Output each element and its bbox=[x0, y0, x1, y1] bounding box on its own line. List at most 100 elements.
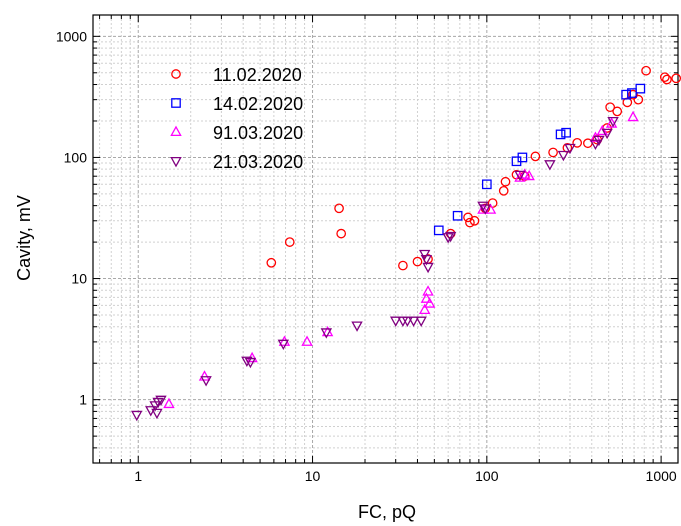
x-tick-label: 10 bbox=[305, 468, 321, 484]
data-point-series-3 bbox=[163, 397, 175, 409]
data-point-series-4 bbox=[420, 255, 433, 266]
data-point-series-3 bbox=[477, 203, 489, 214]
data-point-series-1 bbox=[266, 257, 277, 268]
data-point-series-4 bbox=[407, 316, 420, 327]
data-point-series-4 bbox=[418, 249, 431, 261]
legend: 11.02.2020 14.02.2020 91.03.2020 21.03.2020 bbox=[170, 65, 303, 172]
legend-entry: 14.02.2020 bbox=[171, 94, 303, 114]
data-point-series-4 bbox=[277, 339, 290, 351]
data-point-series-1 bbox=[612, 106, 623, 117]
data-point-series-4 bbox=[544, 160, 556, 171]
axis-ticks bbox=[93, 15, 678, 464]
data-point-series-3 bbox=[198, 370, 211, 381]
legend-label: 11.02.2020 bbox=[213, 65, 302, 85]
data-point-series-4 bbox=[401, 316, 414, 327]
data-point-series-1 bbox=[671, 73, 681, 84]
data-point-series-4 bbox=[557, 150, 570, 162]
data-point-series-3 bbox=[420, 292, 433, 303]
data-point-series-4 bbox=[477, 201, 489, 213]
data-point-series-4 bbox=[601, 128, 613, 140]
data-point-series-1 bbox=[469, 215, 480, 226]
plot-frame bbox=[92, 14, 679, 464]
data-point-series-4 bbox=[415, 316, 427, 327]
plot-area-border bbox=[92, 14, 679, 464]
series-3 bbox=[163, 110, 639, 409]
y-tick-label: 10 bbox=[71, 271, 87, 287]
data-point-series-1 bbox=[659, 72, 670, 83]
data-point-series-1 bbox=[662, 74, 672, 85]
y-axis-tick-labels: 1 10 100 1000 bbox=[56, 28, 87, 407]
series-2 bbox=[433, 83, 646, 236]
x-tick-label: 100 bbox=[475, 468, 499, 484]
data-point-series-2 bbox=[635, 83, 646, 94]
legend-entry: 11.02.2020 bbox=[171, 65, 302, 85]
data-point-series-3 bbox=[423, 297, 436, 308]
y-tick-label: 1 bbox=[79, 392, 87, 408]
grid bbox=[93, 15, 678, 464]
data-point-series-4 bbox=[200, 376, 212, 387]
legend-marker bbox=[171, 98, 181, 108]
data-point-series-3 bbox=[596, 124, 609, 136]
data-point-series-3 bbox=[627, 110, 639, 122]
legend-marker bbox=[170, 125, 182, 137]
data-point-series-4 bbox=[155, 395, 167, 407]
data-point-series-3 bbox=[301, 335, 313, 346]
data-point-series-3 bbox=[418, 303, 431, 315]
data-point-series-1 bbox=[284, 237, 295, 247]
data-point-series-4 bbox=[442, 233, 454, 244]
data-point-series-2 bbox=[555, 129, 566, 140]
legend-marker bbox=[171, 69, 181, 79]
data-point-series-2 bbox=[561, 127, 571, 138]
data-point-series-1 bbox=[572, 137, 583, 148]
data-point-series-2 bbox=[452, 210, 463, 221]
legend-entry: 21.03.2020 bbox=[170, 152, 303, 172]
y-tick-label: 100 bbox=[64, 149, 88, 165]
data-point-series-4 bbox=[131, 410, 143, 422]
data-point-series-3 bbox=[278, 335, 291, 346]
data-point-series-2 bbox=[433, 225, 444, 236]
data-point-series-4 bbox=[607, 116, 619, 128]
data-point-series-3 bbox=[523, 169, 535, 181]
data-point-series-4 bbox=[244, 357, 257, 369]
data-point-series-1 bbox=[605, 102, 615, 113]
data-point-series-4 bbox=[444, 231, 457, 243]
legend-label: 91.03.2020 bbox=[213, 123, 303, 143]
data-point-series-1 bbox=[334, 203, 344, 214]
data-point-series-4 bbox=[514, 170, 526, 182]
data-point-series-3 bbox=[589, 131, 602, 142]
data-point-series-4 bbox=[389, 316, 402, 327]
data-point-series-3 bbox=[605, 117, 618, 128]
data-point-series-1 bbox=[500, 176, 511, 187]
data-point-series-2 bbox=[517, 152, 528, 163]
x-axis-tick-labels: 1 10 100 1000 bbox=[134, 468, 677, 484]
data-point-series-4 bbox=[351, 321, 363, 332]
data-point-series-1 bbox=[412, 256, 423, 267]
data-point-series-1 bbox=[633, 94, 644, 105]
data-point-series-1 bbox=[548, 147, 558, 158]
data-point-series-1 bbox=[465, 217, 475, 228]
data-point-series-4 bbox=[479, 204, 492, 215]
data-point-series-1 bbox=[641, 65, 651, 76]
data-point-series-2 bbox=[481, 179, 492, 190]
data-points bbox=[131, 65, 681, 422]
data-point-series-4 bbox=[422, 262, 434, 274]
series-4 bbox=[131, 116, 619, 422]
legend-entry: 91.03.2020 bbox=[170, 123, 303, 143]
data-point-series-4 bbox=[151, 408, 163, 420]
legend-marker bbox=[170, 156, 182, 168]
data-point-series-3 bbox=[422, 285, 434, 296]
legend-label: 21.03.2020 bbox=[213, 152, 303, 172]
data-point-series-1 bbox=[498, 185, 509, 196]
y-tick-label: 1000 bbox=[56, 28, 87, 44]
data-point-series-4 bbox=[320, 328, 333, 339]
x-tick-label: 1000 bbox=[646, 468, 677, 484]
data-point-series-4 bbox=[593, 135, 605, 147]
data-point-series-4 bbox=[241, 356, 253, 368]
data-point-series-1 bbox=[622, 97, 633, 108]
data-point-series-4 bbox=[564, 143, 576, 155]
data-point-series-2 bbox=[621, 89, 631, 100]
x-axis-title: FC, pQ bbox=[358, 502, 416, 522]
data-point-series-1 bbox=[336, 228, 347, 239]
